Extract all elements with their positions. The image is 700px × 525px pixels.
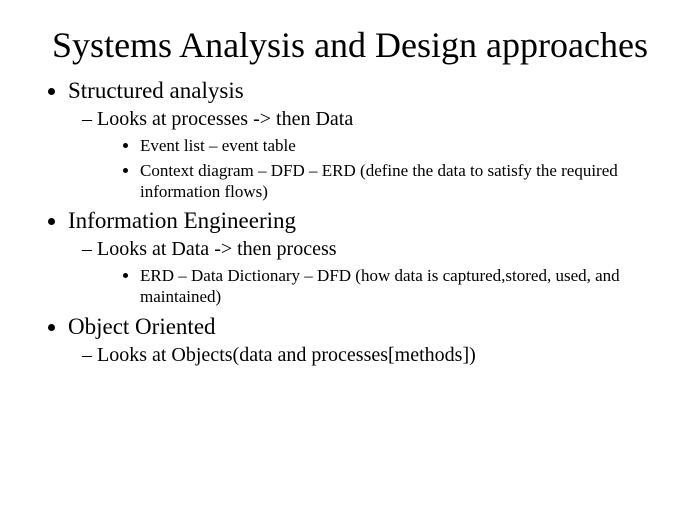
bullet-list-level2: Looks at Data -> then process ERD – Data… bbox=[68, 238, 660, 308]
list-item: Information Engineering Looks at Data ->… bbox=[68, 208, 660, 308]
item-label: Looks at Objects(data and processes[meth… bbox=[97, 344, 476, 366]
item-label: Looks at Data -> then process bbox=[97, 238, 337, 260]
list-item: Context diagram – DFD – ERD (define the … bbox=[140, 160, 660, 203]
item-label: Object Oriented bbox=[68, 314, 216, 339]
bullet-list-level3: ERD – Data Dictionary – DFD (how data is… bbox=[100, 265, 660, 308]
bullet-list-level1: Structured analysis Looks at processes -… bbox=[40, 78, 660, 366]
list-item: Looks at processes -> then Data Event li… bbox=[100, 108, 660, 202]
bullet-list-level2: Looks at processes -> then Data Event li… bbox=[68, 108, 660, 202]
slide-title: Systems Analysis and Design approaches bbox=[40, 25, 660, 66]
bullet-list-level2: Looks at Objects(data and processes[meth… bbox=[68, 344, 660, 367]
bullet-list-level3: Event list – event table Context diagram… bbox=[100, 135, 660, 202]
list-item: Looks at Data -> then process ERD – Data… bbox=[100, 238, 660, 308]
list-item: Object Oriented Looks at Objects(data an… bbox=[68, 314, 660, 367]
list-item: ERD – Data Dictionary – DFD (how data is… bbox=[140, 265, 660, 308]
item-label: Structured analysis bbox=[68, 78, 244, 103]
list-item: Structured analysis Looks at processes -… bbox=[68, 78, 660, 202]
item-label: Information Engineering bbox=[68, 208, 296, 233]
list-item: Looks at Objects(data and processes[meth… bbox=[100, 344, 660, 367]
list-item: Event list – event table bbox=[140, 135, 660, 156]
item-label: Looks at processes -> then Data bbox=[97, 108, 353, 130]
